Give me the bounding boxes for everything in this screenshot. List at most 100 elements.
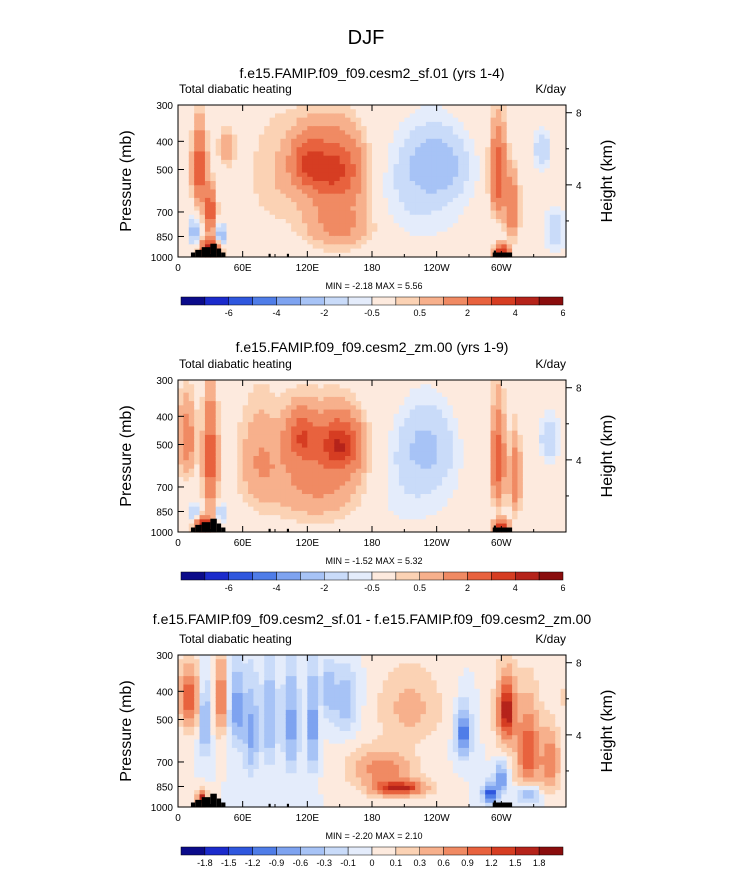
field-cell — [453, 156, 459, 161]
field-cell — [221, 502, 227, 507]
field-cell — [313, 113, 319, 118]
field-cell — [275, 147, 281, 152]
field-cell — [356, 422, 362, 427]
field-cell — [394, 410, 400, 415]
field-cell — [345, 194, 351, 199]
field-cell — [388, 223, 394, 228]
field-cell — [280, 173, 286, 178]
field-cell — [528, 168, 534, 173]
field-cell — [340, 439, 346, 444]
field-cell — [237, 189, 243, 194]
field-cell — [534, 118, 540, 123]
field-cell — [442, 410, 448, 415]
field-cell — [189, 113, 195, 118]
field-cell — [189, 410, 195, 415]
field-cell — [280, 460, 286, 465]
field-cell — [183, 473, 189, 478]
field-cell — [329, 524, 335, 529]
field-cell — [518, 130, 524, 135]
field-cell — [447, 198, 453, 203]
field-cell — [221, 448, 227, 453]
field-cell — [377, 181, 383, 186]
field-cell — [318, 388, 324, 393]
field-cell — [340, 236, 346, 241]
field-cell — [253, 236, 259, 241]
field-cell — [361, 156, 367, 161]
field-cell — [275, 160, 281, 165]
field-cell — [270, 426, 276, 431]
field-cell — [280, 147, 286, 152]
field-cell — [275, 486, 281, 491]
field-cell — [421, 189, 427, 194]
field-cell — [453, 189, 459, 194]
field-cell — [291, 249, 297, 254]
field-cell — [243, 490, 249, 495]
field-cell — [318, 189, 324, 194]
field-cell — [447, 211, 453, 216]
field-cell — [227, 126, 233, 131]
field-cell — [205, 130, 211, 135]
field-cell — [275, 435, 281, 440]
field-cell — [442, 211, 448, 216]
field-cell — [367, 160, 373, 165]
field-cell — [469, 502, 475, 507]
field-cell — [485, 473, 491, 478]
field-cell — [350, 422, 356, 427]
field-cell — [458, 198, 464, 203]
field-cell — [221, 431, 227, 436]
field-cell — [383, 151, 389, 156]
field-cell — [523, 244, 529, 249]
field-cell — [426, 418, 432, 423]
field-cell — [507, 473, 513, 478]
field-cell — [237, 151, 243, 156]
field-cell — [383, 414, 389, 419]
field-cell — [232, 418, 238, 423]
field-cell — [313, 185, 319, 190]
field-cell — [453, 215, 459, 220]
field-cell — [286, 388, 292, 393]
field-cell — [426, 469, 432, 474]
field-cell — [350, 240, 356, 245]
field-cell — [383, 130, 389, 135]
field-cell — [518, 135, 524, 140]
field-cell — [259, 160, 265, 165]
field-cell — [275, 173, 281, 178]
field-cell — [259, 223, 265, 228]
field-cell — [270, 198, 276, 203]
field-cell — [232, 249, 238, 254]
field-cell — [291, 223, 297, 228]
field-cell — [442, 380, 448, 385]
field-cell — [501, 156, 507, 161]
field-cell — [394, 426, 400, 431]
field-cell — [350, 109, 356, 114]
field-cell — [437, 494, 443, 499]
field-cell — [275, 164, 281, 169]
field-cell — [350, 147, 356, 152]
field-cell — [437, 160, 443, 165]
field-cell — [372, 113, 378, 118]
field-cell — [512, 113, 518, 118]
field-cell — [302, 118, 308, 123]
field-cell — [507, 498, 513, 503]
field-cell — [200, 384, 206, 389]
field-cell — [383, 227, 389, 232]
field-cell — [426, 401, 432, 406]
field-cell — [307, 473, 313, 478]
field-cell — [367, 469, 373, 474]
field-cell — [237, 227, 243, 232]
field-cell — [286, 173, 292, 178]
field-cell — [210, 198, 216, 203]
field-cell — [275, 168, 281, 173]
field-cell — [447, 452, 453, 457]
field-cell — [404, 422, 410, 427]
field-cell — [200, 109, 206, 114]
field-cell — [518, 105, 524, 110]
field-cell — [501, 502, 507, 507]
field-cell — [469, 147, 475, 152]
field-cell — [189, 401, 195, 406]
field-cell — [491, 206, 497, 211]
field-cell — [334, 502, 340, 507]
field-cell — [437, 388, 443, 393]
field-cell — [205, 380, 211, 385]
field-cell — [523, 397, 529, 402]
